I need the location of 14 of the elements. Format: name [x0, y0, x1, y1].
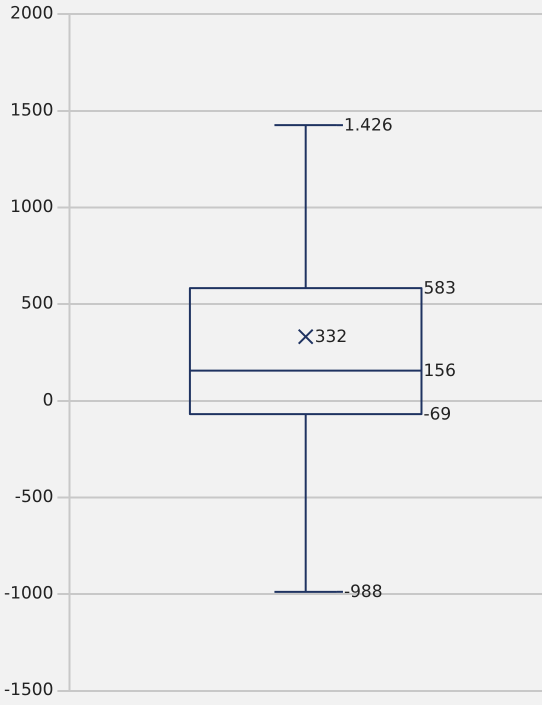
y-tick-label: -1500 [4, 680, 54, 700]
annotation: -988 [344, 582, 383, 602]
annotation: 1.426 [344, 116, 393, 136]
y-tick-label: 500 [20, 294, 54, 314]
y-tick-label: 1000 [10, 196, 54, 217]
y-tick-label: 2000 [10, 4, 54, 24]
annotation: 156 [423, 361, 456, 382]
y-tick-label: 0 [42, 390, 54, 410]
annotation: 583 [423, 278, 456, 299]
annotation: 332 [314, 327, 348, 348]
annotation: -69 [423, 404, 452, 425]
y-tick-label: 1500 [10, 100, 54, 120]
y-tick-label: -500 [14, 486, 54, 507]
y-tick-label: -1000 [4, 584, 54, 604]
